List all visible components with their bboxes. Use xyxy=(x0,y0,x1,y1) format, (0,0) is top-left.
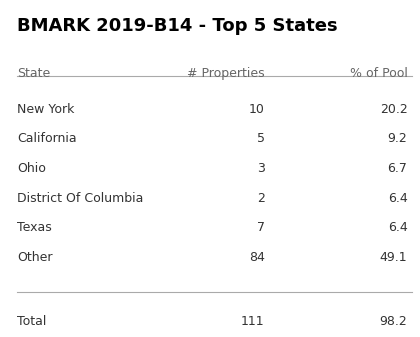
Text: New York: New York xyxy=(17,103,74,116)
Text: 3: 3 xyxy=(257,162,265,175)
Text: District Of Columbia: District Of Columbia xyxy=(17,192,143,205)
Text: 5: 5 xyxy=(257,132,265,146)
Text: # Properties: # Properties xyxy=(187,67,265,81)
Text: 6.7: 6.7 xyxy=(388,162,407,175)
Text: 10: 10 xyxy=(249,103,265,116)
Text: 9.2: 9.2 xyxy=(388,132,407,146)
Text: 7: 7 xyxy=(257,221,265,235)
Text: Texas: Texas xyxy=(17,221,52,235)
Text: 98.2: 98.2 xyxy=(380,315,407,328)
Text: 49.1: 49.1 xyxy=(380,251,407,264)
Text: BMARK 2019-B14 - Top 5 States: BMARK 2019-B14 - Top 5 States xyxy=(17,17,337,35)
Text: 84: 84 xyxy=(249,251,265,264)
Text: 20.2: 20.2 xyxy=(380,103,407,116)
Text: 2: 2 xyxy=(257,192,265,205)
Text: California: California xyxy=(17,132,76,146)
Text: Ohio: Ohio xyxy=(17,162,46,175)
Text: 6.4: 6.4 xyxy=(388,192,407,205)
Text: 111: 111 xyxy=(241,315,265,328)
Text: State: State xyxy=(17,67,50,81)
Text: 6.4: 6.4 xyxy=(388,221,407,235)
Text: Total: Total xyxy=(17,315,46,328)
Text: Other: Other xyxy=(17,251,52,264)
Text: % of Pool: % of Pool xyxy=(349,67,407,81)
